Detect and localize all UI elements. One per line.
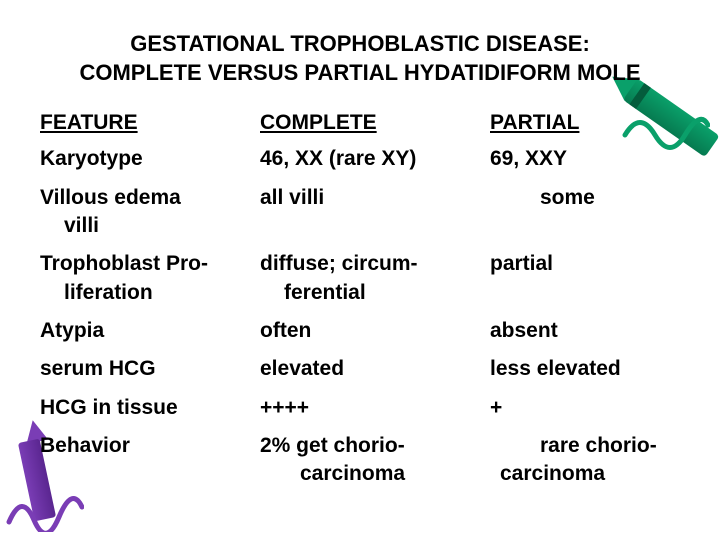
complete-karyotype: 46, XX (rare XY): [260, 145, 490, 173]
feature-behavior: Behavior: [40, 432, 260, 460]
feature-atypia: Atypia: [40, 317, 260, 345]
table-header-row: FEATURE COMPLETE PARTIAL: [40, 111, 680, 135]
complete-serumhcg: elevated: [260, 355, 490, 383]
header-feature: FEATURE: [40, 111, 260, 135]
feature-villous: Villous edema villi: [40, 184, 260, 241]
table-row: HCG in tissue ++++ +: [40, 394, 680, 422]
partial-hcgtissue: +: [490, 394, 680, 422]
slide-title: GESTATIONAL TROPHOBLASTIC DISEASE: COMPL…: [40, 30, 680, 87]
partial-atypia: absent: [490, 317, 680, 345]
feature-serumhcg: serum HCG: [40, 355, 260, 383]
complete-atypia: often: [260, 317, 490, 345]
title-line-1: GESTATIONAL TROPHOBLASTIC DISEASE:: [130, 31, 590, 56]
complete-troph: diffuse; circum- ferential: [260, 250, 490, 307]
table-row-continuation: carcinoma carcinoma: [40, 462, 680, 486]
table-row: Villous edema villi all villi some: [40, 184, 680, 241]
comparison-table: FEATURE COMPLETE PARTIAL Karyotype 46, X…: [40, 111, 680, 486]
cell-text: Villous edema: [40, 186, 181, 209]
complete-hcgtissue: ++++: [260, 394, 490, 422]
feature-hcgtissue: HCG in tissue: [40, 394, 260, 422]
partial-behavior: rare chorio-: [490, 432, 680, 460]
table-row: Trophoblast Pro- liferation diffuse; cir…: [40, 250, 680, 307]
cell-text: diffuse; circum-: [260, 252, 418, 275]
partial-serumhcg: less elevated: [490, 355, 680, 383]
complete-behavior: 2% get chorio-: [260, 432, 490, 460]
header-complete: COMPLETE: [260, 111, 490, 135]
complete-behavior-2: carcinoma: [260, 462, 500, 486]
table-row: Atypia often absent: [40, 317, 680, 345]
feature-karyotype: Karyotype: [40, 145, 260, 173]
title-line-2: COMPLETE VERSUS PARTIAL HYDATIDIFORM MOL…: [79, 60, 640, 85]
header-partial: PARTIAL: [490, 111, 680, 135]
feature-troph: Trophoblast Pro- liferation: [40, 250, 260, 307]
table-row: Behavior 2% get chorio- rare chorio-: [40, 432, 680, 460]
partial-karyotype: 69, XXY: [490, 145, 680, 173]
partial-behavior-2: carcinoma: [500, 462, 605, 486]
cell-text: liferation: [40, 281, 153, 304]
partial-villous: some: [490, 184, 680, 212]
table-row: serum HCG elevated less elevated: [40, 355, 680, 383]
partial-troph: partial: [490, 250, 680, 278]
complete-villous: all villi: [260, 184, 490, 212]
cell-text: Trophoblast Pro-: [40, 252, 208, 275]
table-row: Karyotype 46, XX (rare XY) 69, XXY: [40, 145, 680, 173]
cell-text: villi: [40, 214, 99, 237]
cell-text: ferential: [260, 281, 366, 304]
